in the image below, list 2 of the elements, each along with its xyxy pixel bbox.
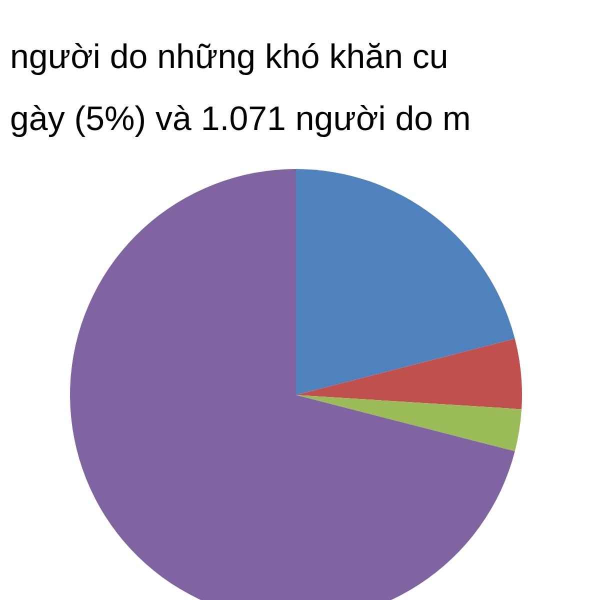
text: gày (5%) và 1.071 người do m bbox=[10, 100, 471, 138]
text: người do những khó khăn cu bbox=[10, 38, 448, 76]
